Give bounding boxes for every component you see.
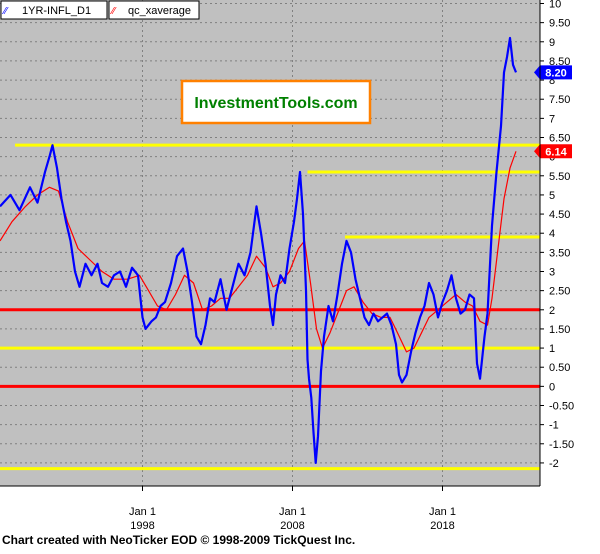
x-tick-month: Jan 1 [429,506,456,518]
date-axis-background [0,486,600,534]
series-layer [0,36,518,464]
legend: ⁄⁄ 1YR-INFL_D1 ⁄⁄ qc_xaverage [0,0,200,20]
y-tick-label: 5 [549,190,555,202]
y-tick-label: 9 [549,37,555,49]
last-value-label: 6.14 [545,146,567,158]
legend-icon-series-1: ⁄⁄ [1,6,9,17]
y-tick-label: 0.50 [549,362,570,374]
y-tick-label: 8 [549,75,555,87]
legend-label-series-1: 1YR-INFL_D1 [22,5,91,17]
y-tick-label: -0.50 [549,401,574,413]
series-line-1 [0,36,518,464]
legend-box-series-1 [0,0,108,20]
y-tick-label: 4 [549,228,555,240]
watermark-logo: InvestmentTools.com [180,79,372,125]
y-tick-label: 1 [549,343,555,355]
y-tick-label: 2.50 [549,286,570,298]
y-tick-label: 10 [549,0,561,11]
y-tick-label: -1.50 [549,439,574,451]
y-tick-label: 0 [549,381,555,393]
watermark-text: InvestmentTools.com [194,95,357,112]
x-tick-month: Jan 1 [279,506,306,518]
y-tick-label: 9.50 [549,18,570,30]
y-tick-label: 3.50 [549,247,570,259]
plot-background [0,0,540,486]
last-value-badge [534,144,572,159]
y-tick-label: 6.50 [549,133,570,145]
x-tick-year: 1998 [130,520,154,532]
y-tick-label: 5.50 [549,171,570,183]
x-tick-year: 2008 [280,520,304,532]
x-axis: Jan 1 1998 Jan 1 2008 Jan 1 2018 [129,486,456,532]
y-tick-label: 7.50 [549,94,570,106]
x-tick-month: Jan 1 [129,506,156,518]
watermark-box [180,79,372,125]
y-tick-label: 4.50 [549,209,570,221]
axis-background [540,0,600,486]
y-tick-label: 8.50 [549,56,570,68]
footer-credit: Chart created with NeoTicker EOD © 1998-… [2,533,356,547]
y-tick-label: 1.50 [549,324,570,336]
y-axis: -2 -1.50 -1 -0.50 0 0.50 1 1.50 2 2.50 3 3.50 4 4.50 5… [540,0,574,470]
last-value-badge [534,65,572,80]
x-tick-year: 2018 [430,520,454,532]
y-tick-label: -1 [549,420,559,432]
legend-box-series-2 [108,0,200,20]
legend-icon-series-2: ⁄⁄ [109,6,117,17]
last-value-markers: 8.20 6.14 [534,65,572,159]
y-tick-label: 3 [549,267,555,279]
legend-label-series-2: qc_xaverage [128,5,191,17]
y-tick-label: 2 [549,305,555,317]
y-tick-label: -2 [549,458,559,470]
y-tick-label: 7 [549,113,555,125]
last-value-label: 8.20 [545,67,566,79]
